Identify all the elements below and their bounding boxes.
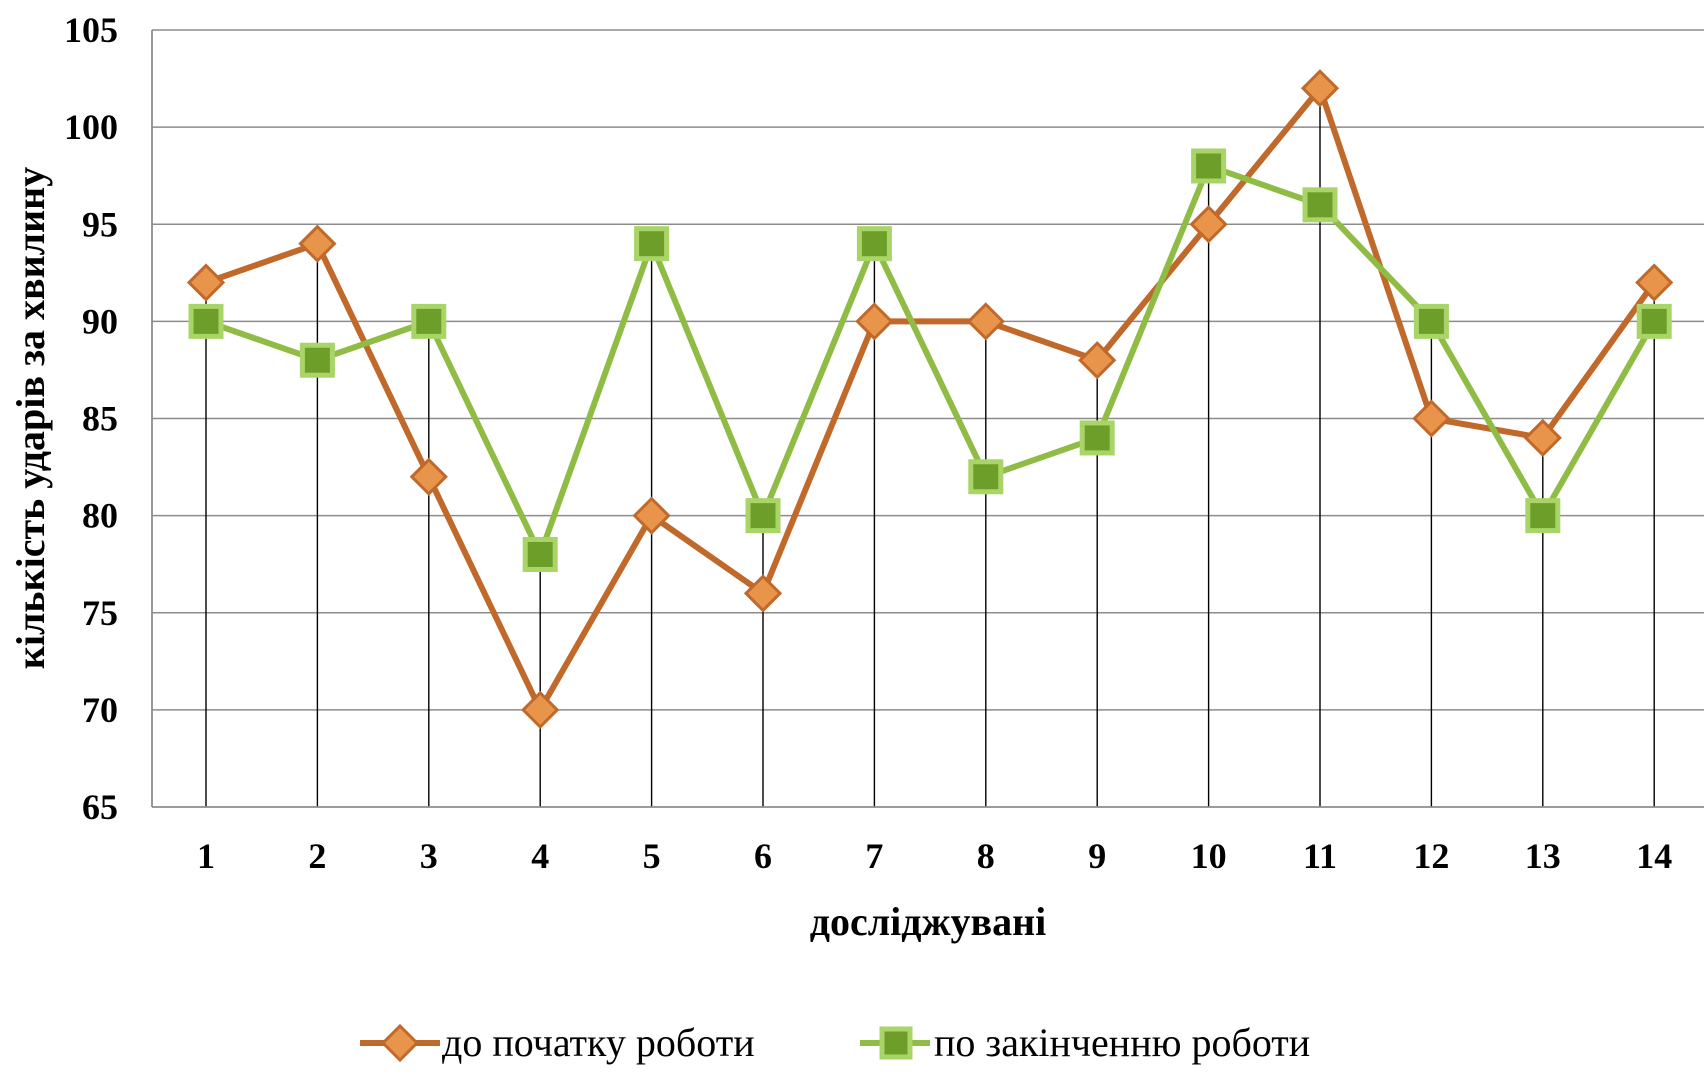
point-before-work-8 xyxy=(966,302,1005,341)
gridlines xyxy=(152,29,1704,711)
point-after-work-3 xyxy=(411,303,447,339)
series-line-1 xyxy=(205,162,1657,558)
legend: до початку роботи по закінченню роботи xyxy=(360,1020,1310,1065)
point-before-work-10 xyxy=(1189,205,1228,244)
point-after-work-1 xyxy=(188,303,224,339)
point-after-work-4 xyxy=(522,536,558,572)
y-tick-label-80: 80 xyxy=(82,496,118,536)
axes xyxy=(151,30,1704,808)
x-tick-label-2: 2 xyxy=(308,836,326,876)
point-before-work-3 xyxy=(409,457,448,496)
series-markers xyxy=(186,69,1674,729)
point-before-work-7 xyxy=(855,302,894,341)
series-lines xyxy=(205,85,1657,713)
point-after-work-14 xyxy=(1636,303,1672,339)
x-tick-label-11: 11 xyxy=(1303,836,1337,876)
legend-marker-square xyxy=(879,1026,913,1060)
point-before-work-1 xyxy=(186,263,226,302)
legend-marker-diamond xyxy=(380,1023,420,1063)
x-tick-label-13: 13 xyxy=(1525,836,1561,876)
point-after-work-11 xyxy=(1302,187,1338,223)
y-tick-label-75: 75 xyxy=(82,593,118,633)
point-before-work-4 xyxy=(521,690,560,729)
point-before-work-13 xyxy=(1523,418,1562,458)
legend-label-before-work: до початку роботи xyxy=(442,1020,755,1065)
point-after-work-9 xyxy=(1079,420,1115,456)
x-tick-label-5: 5 xyxy=(643,836,661,876)
y-tick-label-85: 85 xyxy=(82,399,118,439)
point-before-work-12 xyxy=(1412,399,1451,438)
legend-item-before-work: до початку роботи xyxy=(360,1020,755,1065)
point-after-work-5 xyxy=(634,226,670,262)
legend-item-after-work: по закінченню роботи xyxy=(860,1020,1310,1065)
point-after-work-13 xyxy=(1525,498,1561,534)
point-before-work-9 xyxy=(1078,341,1117,380)
point-after-work-8 xyxy=(968,459,1004,495)
x-tick-label-14: 14 xyxy=(1636,836,1672,876)
x-tick-label-1: 1 xyxy=(197,836,215,876)
x-axis-title: досліджувані xyxy=(810,899,1047,944)
x-tick-label-8: 8 xyxy=(977,836,995,876)
x-tick-label-3: 3 xyxy=(420,836,438,876)
x-tick-label-4: 4 xyxy=(531,836,549,876)
y-tick-label-100: 100 xyxy=(64,107,118,147)
y-tick-label-70: 70 xyxy=(82,690,118,730)
y-axis-title: кількість ударів за хвилину xyxy=(8,167,53,669)
point-after-work-2 xyxy=(299,342,335,378)
drop-lines xyxy=(205,88,1655,807)
point-before-work-6 xyxy=(743,574,783,613)
x-tick-label-7: 7 xyxy=(865,836,883,876)
point-before-work-2 xyxy=(298,224,337,263)
point-after-work-6 xyxy=(745,498,781,534)
x-tick-label-6: 6 xyxy=(754,836,772,876)
point-before-work-5 xyxy=(632,496,671,535)
x-tick-label-12: 12 xyxy=(1413,836,1449,876)
y-tick-label-95: 95 xyxy=(82,204,118,244)
y-tick-label-90: 90 xyxy=(82,301,118,341)
series-line-0 xyxy=(205,85,1657,713)
x-tick-label-10: 10 xyxy=(1191,836,1227,876)
y-tick-label-105: 105 xyxy=(64,10,118,50)
legend-label-after-work: по закінченню роботи xyxy=(934,1020,1310,1065)
point-after-work-7 xyxy=(856,226,892,262)
point-before-work-11 xyxy=(1300,69,1340,108)
point-before-work-14 xyxy=(1635,263,1674,302)
y-tick-label-65: 65 xyxy=(82,787,118,827)
point-after-work-10 xyxy=(1191,148,1227,184)
point-after-work-12 xyxy=(1413,303,1449,339)
x-tick-label-9: 9 xyxy=(1088,836,1106,876)
